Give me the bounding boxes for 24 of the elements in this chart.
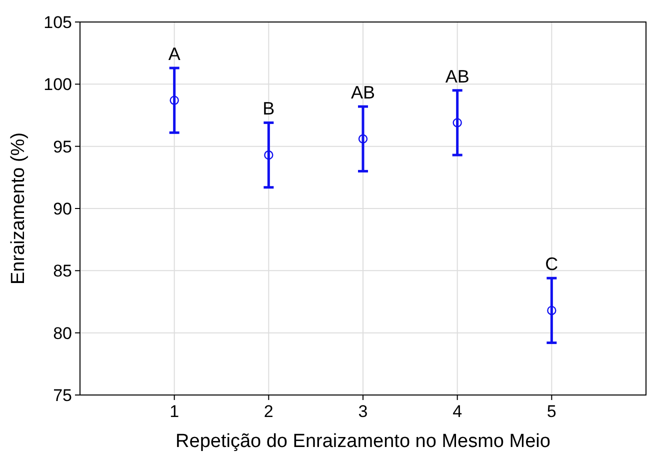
x-axis-title: Repetição do Enraizamento no Mesmo Meio — [176, 431, 550, 452]
y-tick-label: 90 — [53, 199, 72, 218]
y-axis-title: Enraizamento (%) — [8, 132, 29, 285]
annotation: B — [262, 98, 275, 119]
point — [264, 150, 274, 160]
annotation: AB — [445, 66, 470, 86]
point — [547, 306, 556, 316]
y-tick-label: 95 — [53, 137, 72, 156]
x-tick-label: 2 — [264, 402, 274, 421]
x-tick-label: 4 — [452, 402, 462, 421]
y-tick-label: 105 — [44, 12, 72, 32]
x-tick-label: 3 — [358, 402, 368, 421]
point — [358, 134, 368, 144]
point — [170, 96, 179, 105]
point — [452, 118, 462, 128]
annotation: C — [545, 254, 558, 274]
y-tick-label: 85 — [53, 262, 72, 281]
x-tick-label: 5 — [546, 402, 556, 421]
annotation: A — [168, 44, 180, 64]
y-tick-label: 100 — [44, 75, 72, 94]
y-tick-label: 80 — [53, 324, 72, 343]
annotation: AB — [350, 82, 376, 103]
x-tick-label: 1 — [170, 402, 180, 421]
y-tick-label: 75 — [53, 386, 72, 405]
